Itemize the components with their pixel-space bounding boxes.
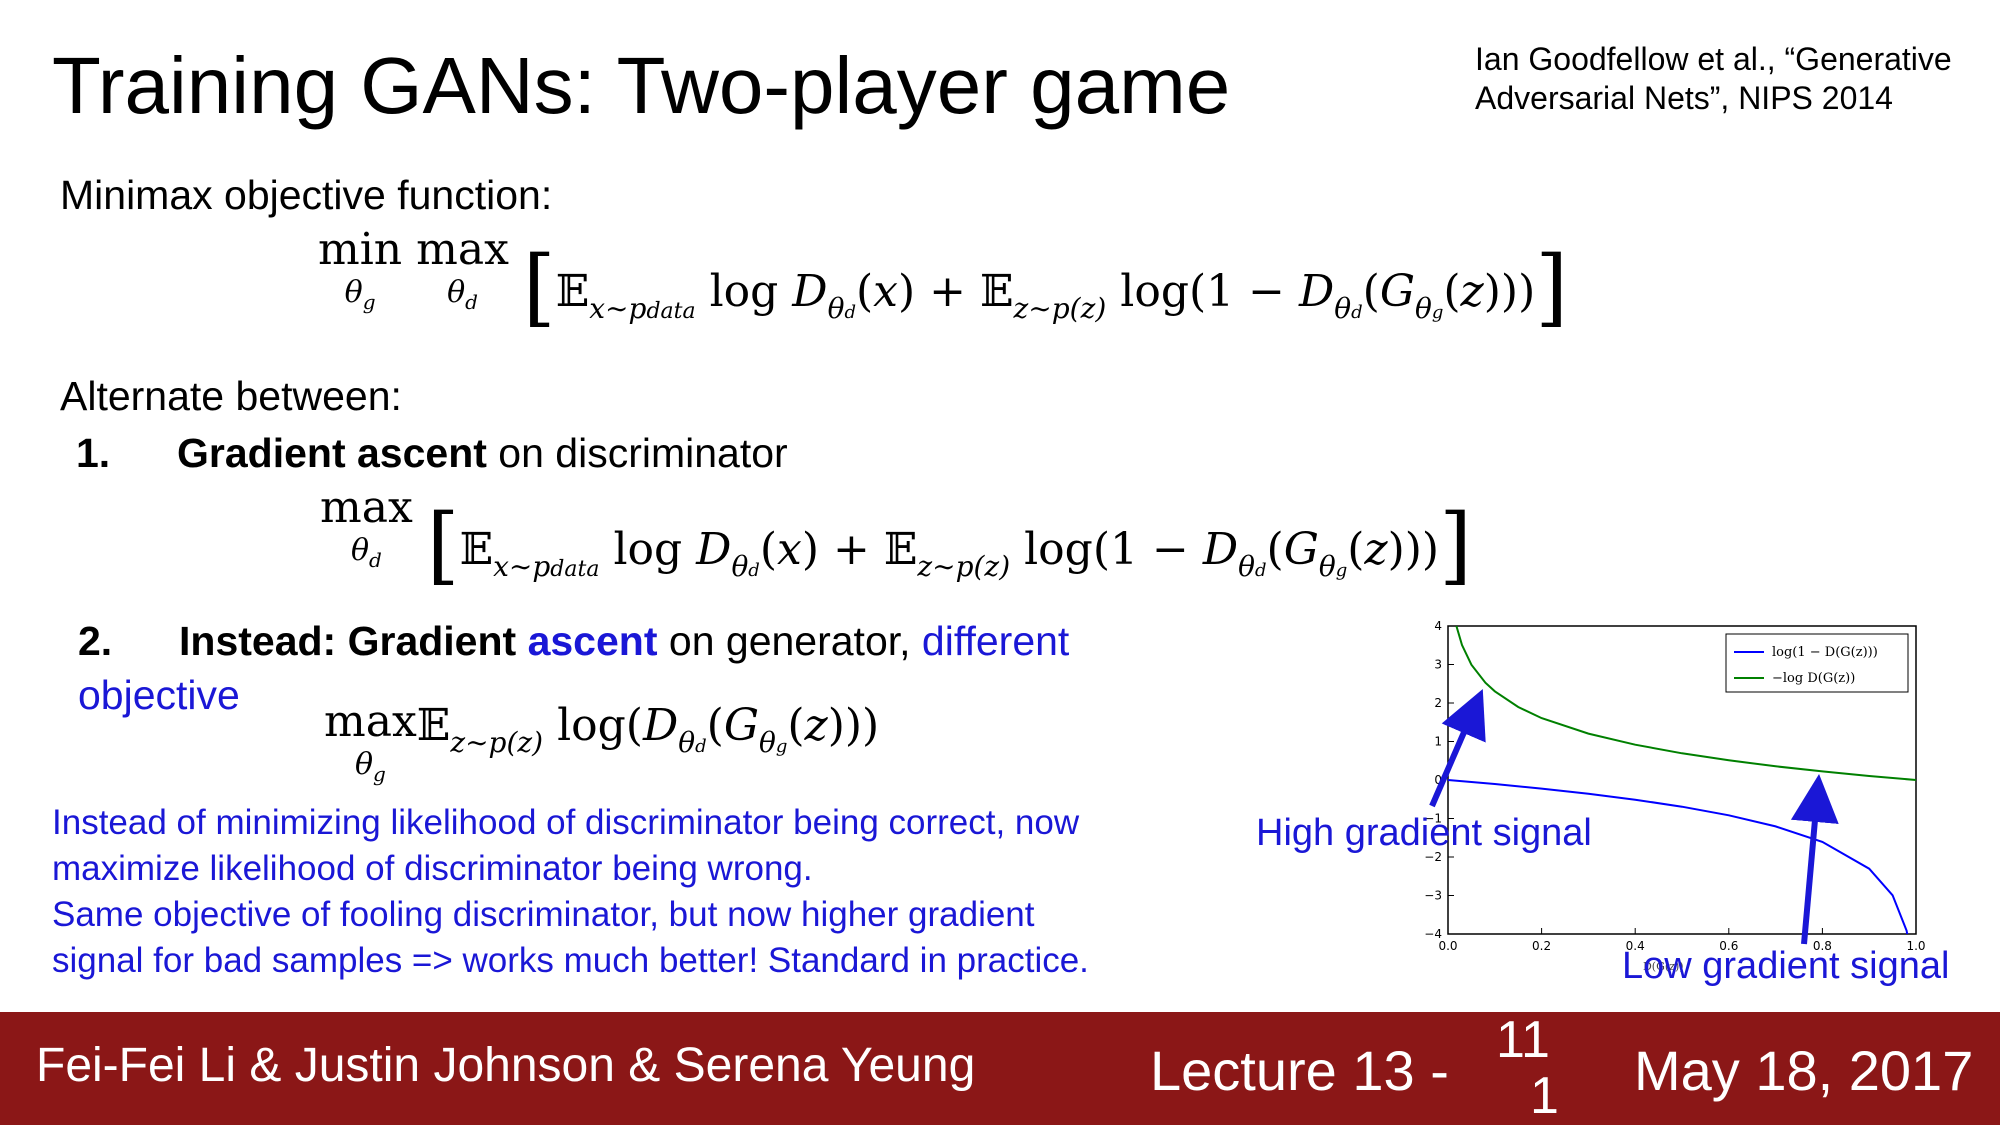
minimax-label: Minimax objective function:: [60, 172, 553, 218]
x-tick-label: 0.8: [1813, 939, 1832, 953]
footer-lecture: Lecture 13 -: [1150, 1039, 1449, 1102]
legend-box: [1725, 633, 1909, 693]
y-tick-label: −2: [1424, 850, 1442, 864]
discriminator-equation: max θd [𝔼x∼pdata log Dθd(x) + 𝔼z∼p(z) log…: [320, 482, 1472, 595]
x-tick-label: 1.0: [1906, 939, 1925, 953]
footer-page-bottom: 1: [1530, 1067, 1559, 1125]
slide-title: Training GANs: Two-player game: [52, 41, 1231, 130]
x-tick-label: 0.4: [1626, 939, 1645, 953]
y-tick-label: 3: [1434, 658, 1442, 672]
step-2-number: 2.: [78, 618, 113, 664]
step-1-number: 1.: [76, 430, 111, 476]
step-2-ascent: ascent: [527, 618, 658, 664]
step-1: 1. Gradient ascent on discriminator: [76, 430, 788, 477]
note-line-2: maximize likelihood of discriminator bei…: [52, 849, 813, 888]
series-line-0: [1448, 779, 1909, 934]
legend-label-0: log(1 − D(G(z))): [1772, 645, 1878, 660]
step-2-bold: Instead: Gradient: [179, 618, 528, 664]
low-gradient-label: Low gradient signal: [1622, 945, 1950, 987]
footer-page-top: 11: [1496, 1011, 1550, 1069]
note-line-4: signal for bad samples => works much bet…: [52, 941, 1089, 980]
y-tick-label: 4: [1434, 619, 1442, 633]
minimax-equation: min θg max θd [𝔼x∼pdata log Dθd(x) + 𝔼z∼p(…: [318, 224, 1569, 337]
high-gradient-label: High gradient signal: [1256, 812, 1592, 854]
annotation-arrows: [1429, 688, 1839, 945]
citation-line-2: Adversarial Nets”, NIPS 2014: [1475, 80, 1893, 116]
x-tick-label: 0.2: [1532, 939, 1551, 953]
step-1-bold: Gradient ascent: [177, 430, 487, 476]
explanation-note: Instead of minimizing likelihood of disc…: [52, 800, 1089, 984]
series-line-1: [1455, 626, 1916, 781]
high-gradient-arrow: [1429, 688, 1486, 808]
alternate-label: Alternate between:: [60, 373, 402, 419]
citation: Ian Goodfellow et al., “Generative Adver…: [1475, 40, 1952, 118]
low-gradient-arrow: [1790, 774, 1839, 945]
footer-authors: Fei-Fei Li & Justin Johnson & Serena Yeu…: [36, 1039, 976, 1092]
step-2-different: different: [921, 618, 1070, 664]
y-tick-label: 0: [1434, 773, 1442, 787]
generator-equation: max θg 𝔼z∼p(z) log(Dθd(Gθg(z))): [324, 696, 880, 786]
note-line-1: Instead of minimizing likelihood of disc…: [52, 803, 1080, 842]
citation-line-1: Ian Goodfellow et al., “Generative: [1475, 41, 1952, 77]
step-2: 2. Instead: Gradient ascent on generator…: [78, 618, 1069, 665]
y-tick-label: −1: [1424, 812, 1442, 826]
note-line-3: Same objective of fooling discriminator,…: [52, 895, 1035, 934]
y-tick-label: −4: [1424, 927, 1442, 941]
x-tick-label: 0.0: [1438, 939, 1457, 953]
y-tick-label: 1: [1434, 735, 1442, 749]
step-1-rest: on discriminator: [486, 430, 788, 476]
y-tick-label: −3: [1424, 889, 1442, 903]
footer-bar: Fei-Fei Li & Justin Johnson & Serena Yeu…: [0, 1011, 2000, 1125]
footer-date: May 18, 2017: [1634, 1039, 1974, 1102]
y-tick-label: 2: [1434, 696, 1442, 710]
x-tick-label: 0.6: [1719, 939, 1738, 953]
x-axis-label: D(G(z)): [1643, 960, 1684, 973]
legend-label-1: −log D(G(z)): [1772, 671, 1855, 686]
step-2-objective: objective: [78, 672, 240, 718]
step-2-rest: on generator,: [657, 618, 922, 664]
